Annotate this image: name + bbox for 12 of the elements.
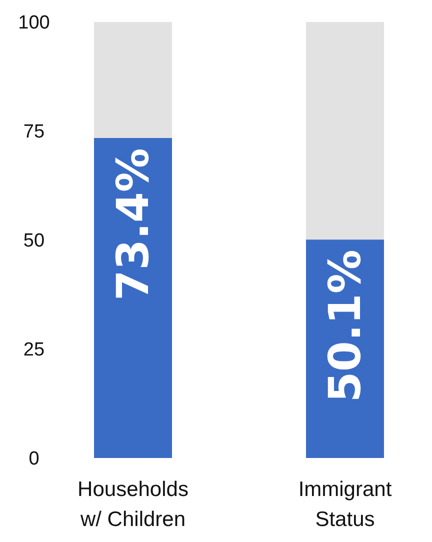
x-tick-label: Households w/ Children — [78, 478, 188, 531]
x-tick-label: Immigrant Status — [298, 478, 392, 531]
y-tick-label: 0 — [28, 448, 40, 470]
bar — [94, 22, 172, 138]
data-label: 73.4% — [108, 148, 159, 301]
y-tick-label: 100 — [18, 12, 50, 34]
bar — [306, 22, 384, 240]
bar — [94, 138, 172, 458]
y-tick-label: 75 — [23, 122, 45, 143]
data-label: 50.1% — [320, 250, 371, 402]
y-tick-label: 25 — [23, 340, 45, 361]
y-tick-label: 50 — [23, 230, 45, 252]
